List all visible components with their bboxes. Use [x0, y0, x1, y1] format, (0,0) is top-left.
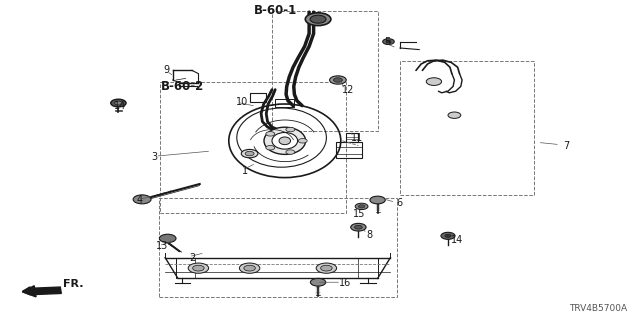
Text: 7: 7: [563, 140, 570, 151]
Text: 4: 4: [136, 195, 143, 205]
Circle shape: [441, 232, 455, 239]
Circle shape: [115, 101, 122, 105]
Circle shape: [358, 205, 365, 208]
Text: 8: 8: [366, 230, 372, 240]
Text: B-60-1: B-60-1: [254, 4, 298, 17]
Circle shape: [426, 78, 442, 85]
Ellipse shape: [264, 127, 306, 155]
Circle shape: [266, 132, 275, 136]
Ellipse shape: [310, 15, 326, 23]
Text: 13: 13: [156, 241, 168, 252]
Text: 11: 11: [351, 132, 363, 143]
Circle shape: [298, 139, 307, 143]
Text: 3: 3: [152, 152, 158, 162]
Text: 2: 2: [189, 252, 195, 263]
Text: 6: 6: [397, 198, 403, 208]
Circle shape: [351, 223, 366, 231]
Text: 14: 14: [451, 235, 463, 245]
Circle shape: [330, 76, 346, 84]
Circle shape: [286, 150, 295, 154]
Circle shape: [241, 149, 258, 158]
Text: B-60-2: B-60-2: [161, 80, 205, 93]
Ellipse shape: [305, 13, 331, 26]
Text: FR.: FR.: [63, 279, 83, 289]
Circle shape: [333, 78, 342, 82]
Bar: [346, 133, 358, 142]
Text: 10: 10: [236, 97, 248, 108]
Text: 16: 16: [339, 278, 351, 288]
Text: 5: 5: [384, 36, 390, 47]
Text: 1: 1: [242, 166, 248, 176]
Bar: [272, 11, 378, 131]
Circle shape: [445, 234, 451, 237]
Bar: [275, 99, 294, 107]
Circle shape: [321, 265, 332, 271]
Bar: [400, 61, 534, 195]
Circle shape: [448, 112, 461, 118]
Circle shape: [355, 203, 368, 210]
Circle shape: [111, 99, 126, 107]
Circle shape: [316, 263, 337, 273]
Bar: [159, 198, 397, 297]
Ellipse shape: [279, 137, 291, 145]
Circle shape: [310, 278, 326, 286]
Circle shape: [239, 263, 260, 273]
Ellipse shape: [272, 132, 298, 149]
Circle shape: [245, 151, 254, 156]
Circle shape: [193, 265, 204, 271]
Bar: [250, 93, 266, 102]
Bar: [160, 82, 346, 213]
Text: 15: 15: [353, 209, 365, 220]
Bar: [336, 142, 362, 158]
Circle shape: [159, 234, 176, 243]
Text: TRV4B5700A: TRV4B5700A: [569, 304, 627, 313]
FancyArrow shape: [22, 286, 61, 297]
Circle shape: [266, 146, 275, 150]
Circle shape: [244, 265, 255, 271]
Circle shape: [133, 195, 151, 204]
Circle shape: [286, 127, 295, 132]
Circle shape: [383, 39, 394, 44]
Text: 12: 12: [342, 84, 355, 95]
Text: 9: 9: [163, 65, 170, 76]
Circle shape: [355, 225, 362, 229]
Circle shape: [370, 196, 385, 204]
Text: 14: 14: [114, 100, 126, 111]
Circle shape: [386, 40, 391, 43]
Circle shape: [188, 263, 209, 273]
